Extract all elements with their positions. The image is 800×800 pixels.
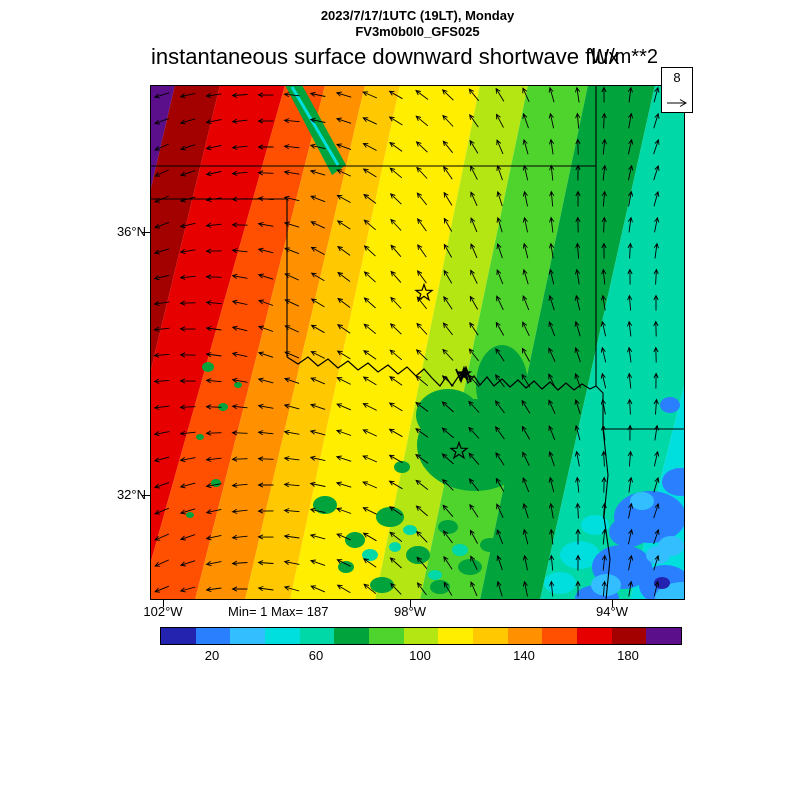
colorbar-segment [473,628,508,644]
colorbar-segment [507,628,543,644]
colorbar-segment [646,628,682,644]
colorbar-segment [542,628,578,644]
colorbar [160,627,682,645]
colorbar-segment [230,628,266,644]
colorbar-segment [334,628,370,644]
wind-reference-speed: 8 [673,70,681,85]
station-star [414,282,434,302]
colorbar-segment [611,628,647,644]
colorbar-segment [195,628,231,644]
red-river-border [286,356,597,391]
colorbar-segment [403,628,439,644]
colorbar-tick-label: 180 [617,648,639,663]
lon-tick-label-94w: 94°W [596,604,628,619]
plot-datetime: 2023/7/17/1UTC (19LT), Monday [320,8,515,23]
station-star [449,440,469,460]
station-star-filled [455,365,473,381]
colorbar-tick-label: 100 [409,648,431,663]
wind-reference-arrow-icon [667,99,687,107]
map-canvas [150,85,685,600]
lon-tick-mark [612,600,613,607]
colorbar-segment [265,628,300,644]
colorbar-segment [577,628,612,644]
colorbar-tick-label: 140 [513,648,535,663]
wind-reference-box: 8 [661,67,693,113]
plot-title: instantaneous surface downward shortwave… [151,44,620,69]
colorbar-segment [161,628,196,644]
state-borders [150,85,685,600]
wind-arrows [153,86,660,597]
colorbar-tick-label: 60 [308,648,324,663]
lat-tick-mark [142,232,150,233]
lat-tick-label-32n: 32°N [116,487,146,502]
min-max-label: Min= 1 Max= 187 [228,604,329,619]
plot-model-id: FV3m0b0l0_GFS025 [355,24,480,39]
lat-tick-mark [142,495,150,496]
colorbar-segment [438,628,474,644]
colorbar-segment [369,628,404,644]
lon-tick-mark [163,600,164,607]
flux-map-svg [150,85,685,600]
lon-tick-mark [410,600,411,607]
lat-tick-label-36n: 36°N [116,224,146,239]
colorbar-segment [299,628,335,644]
lon-tick-label-102w: 102°W [143,604,183,619]
lon-tick-label-98w: 98°W [394,604,426,619]
map-frame [150,85,685,600]
colorbar-tick-label: 20 [204,648,220,663]
